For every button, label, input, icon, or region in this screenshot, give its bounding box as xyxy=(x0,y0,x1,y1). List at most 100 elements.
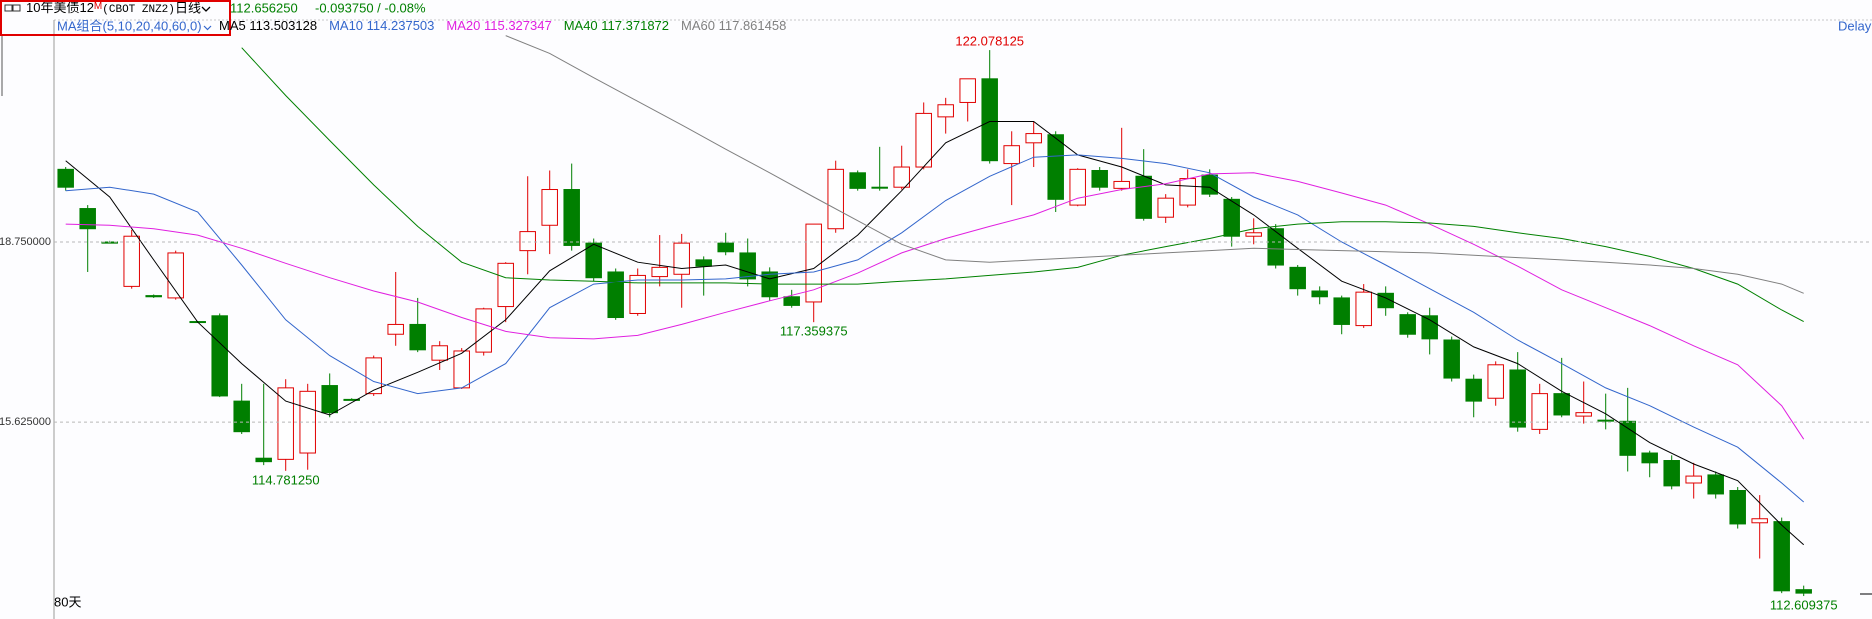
candle-up xyxy=(365,357,382,395)
candle-down xyxy=(1289,266,1306,290)
candle-up xyxy=(475,308,492,353)
candle-up xyxy=(915,112,932,168)
candle-up xyxy=(431,345,448,361)
candle-up xyxy=(1069,168,1086,206)
y-tick-label: 115.625000 xyxy=(0,416,51,428)
price-annotation: 122.078125 xyxy=(955,34,1024,49)
candle-down xyxy=(1267,228,1284,266)
legend-name: MA10 xyxy=(329,18,363,33)
ma-line xyxy=(65,154,1805,503)
legend-item: MA20 115.327347 xyxy=(446,18,551,33)
candle-down xyxy=(79,208,96,230)
candle-down xyxy=(1773,521,1790,592)
legend-item: MA40 117.371872 xyxy=(564,18,669,33)
candle-down xyxy=(1795,589,1812,594)
candle-up xyxy=(1355,291,1372,327)
y-tick-label: 118.750000 xyxy=(0,236,51,248)
price-annotation: 114.781250 xyxy=(252,472,320,487)
candle-down xyxy=(695,259,712,267)
symbol: 10年美债12M(CBOT ZNZ2) xyxy=(26,0,175,15)
candle-down xyxy=(1443,339,1460,379)
candle-up xyxy=(651,266,668,278)
candle-down xyxy=(1619,420,1636,456)
candle-up xyxy=(1003,145,1020,165)
candle-up xyxy=(959,78,976,103)
candle-down xyxy=(1465,378,1482,402)
plot-area xyxy=(57,35,1812,597)
candle-down xyxy=(871,186,888,189)
candle-down xyxy=(1223,198,1240,237)
candle-down xyxy=(1399,314,1416,335)
candle-down xyxy=(255,457,272,463)
symbol-selector[interactable]: 10年美债12M(CBOT ZNZ2) 日线 xyxy=(4,0,211,16)
legend-name: MA5 xyxy=(219,18,246,33)
candle-up xyxy=(277,387,294,460)
legend-item: MA5 113.503128 xyxy=(219,18,317,33)
candle-down xyxy=(1663,460,1680,487)
ma-line xyxy=(505,35,1804,294)
candle-up xyxy=(1179,178,1196,206)
candle-up xyxy=(1531,393,1548,430)
symbol-mark: M xyxy=(94,1,102,12)
candle-up xyxy=(893,166,910,188)
legend-name: MA20 xyxy=(446,18,480,33)
candle-down xyxy=(981,78,998,162)
candle-up xyxy=(629,274,646,314)
icon xyxy=(4,4,13,12)
candle-down xyxy=(1729,489,1746,525)
candle-up xyxy=(1685,475,1702,484)
candle-down xyxy=(57,168,74,188)
candle-down xyxy=(1707,474,1724,495)
ma-line xyxy=(65,172,1805,440)
highlight-box xyxy=(0,0,231,36)
candle-down xyxy=(1047,134,1064,200)
candle-down xyxy=(1641,452,1658,464)
symbol-code: (CBOT ZNZ2) xyxy=(102,4,175,16)
symbol-name: 10年美债12 xyxy=(26,0,94,15)
candle-up xyxy=(497,262,514,308)
candle-up xyxy=(123,235,140,287)
candle-down xyxy=(1091,169,1108,188)
candle-down xyxy=(1553,393,1570,416)
candle-down xyxy=(409,323,426,351)
legend-item: MA10 114.237503 xyxy=(329,18,434,33)
price-change: -0.093750 / -0.08% xyxy=(315,0,426,15)
candle-up xyxy=(1575,412,1592,417)
chevron xyxy=(203,25,212,31)
candle-up xyxy=(1157,197,1174,218)
candle-down xyxy=(1421,315,1438,340)
candle-up xyxy=(453,350,470,389)
last-price: 112.656250 xyxy=(230,0,298,15)
candle-up xyxy=(1245,232,1262,237)
candle-down xyxy=(1597,419,1614,422)
status: Delay xyxy=(1838,18,1872,33)
legend-value: 117.371872 xyxy=(601,18,669,33)
legend-value: 115.327347 xyxy=(484,18,552,33)
candle-up xyxy=(1487,364,1504,399)
legend-value: 114.237503 xyxy=(367,18,435,33)
candle-down xyxy=(321,385,338,414)
candle-down xyxy=(563,189,580,246)
candle-up xyxy=(1113,180,1130,189)
candle-up xyxy=(673,242,690,275)
legend-name: MA60 xyxy=(681,18,715,33)
price-annotation: 117.359375 xyxy=(780,324,848,339)
candle-up xyxy=(387,323,404,335)
candle-down xyxy=(343,398,360,401)
indicator-selector[interactable]: MA组合(5,10,20,40,60,0) xyxy=(57,18,212,33)
legend-value: 117.861458 xyxy=(719,18,787,33)
candle-down xyxy=(1333,297,1350,325)
candle-down xyxy=(849,172,866,189)
candle-down xyxy=(607,271,624,319)
icon xyxy=(12,4,21,12)
candle-up xyxy=(937,104,954,118)
period-type: 日线 xyxy=(175,0,201,15)
candle-up xyxy=(541,189,558,226)
candle-down xyxy=(717,242,734,253)
candle-up xyxy=(827,168,844,230)
candle-down xyxy=(145,295,162,298)
candle-down xyxy=(1201,174,1218,195)
candle-up xyxy=(1751,518,1768,524)
